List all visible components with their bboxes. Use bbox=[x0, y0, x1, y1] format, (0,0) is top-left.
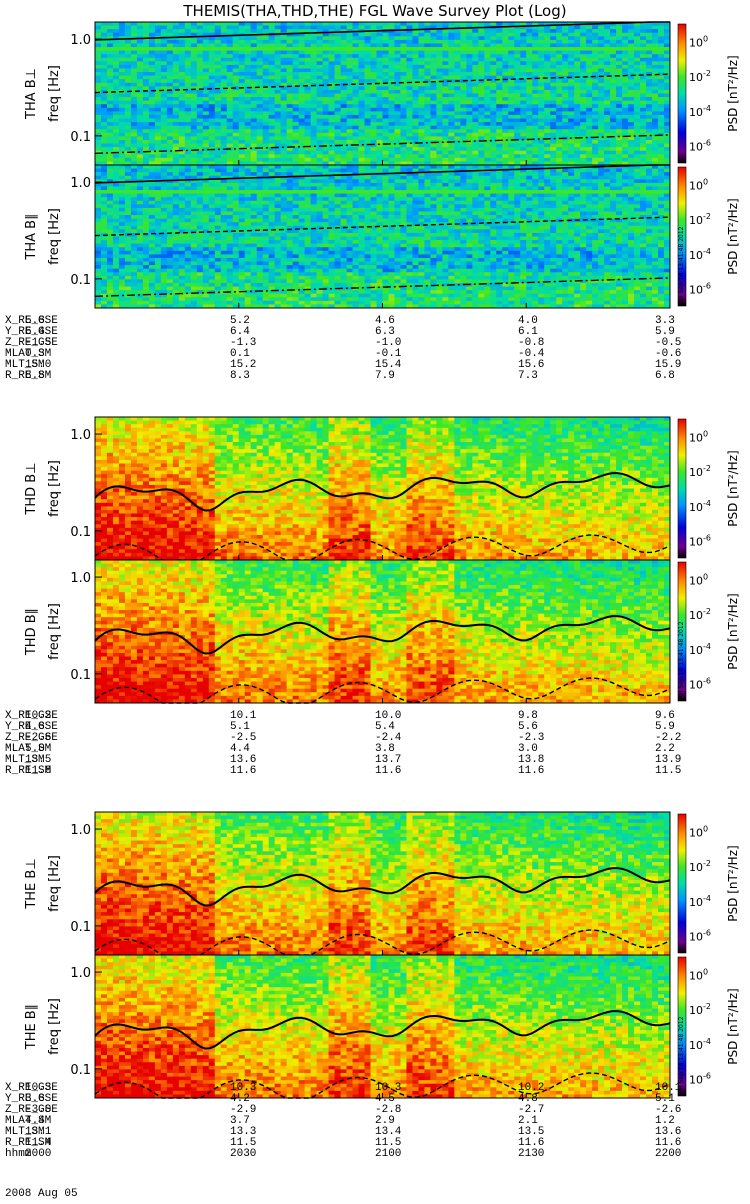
colorbar-tick-label: 100 bbox=[689, 967, 708, 982]
colorbar-label: PSD [nT²/Hz] bbox=[726, 198, 740, 274]
y-axis-label: freq [Hz] bbox=[47, 998, 62, 1055]
probe-group-thd: 1.0 0.1 THD B⊥ freq [Hz] 100 10-2 10-4 10-6 PSD … bbox=[5, 417, 740, 777]
y-tick-label: 1.0 bbox=[70, 823, 91, 838]
panel-label: THE B⊥ bbox=[24, 858, 39, 909]
plot-date: 2008 Aug 05 bbox=[5, 1188, 78, 1200]
y-tick-label: 0.1 bbox=[70, 668, 91, 683]
colorbar-tick-label: 10-4 bbox=[689, 247, 711, 262]
colorbar-label: PSD [nT²/Hz] bbox=[726, 988, 740, 1064]
colorbar-tick-label: 10-6 bbox=[689, 677, 711, 692]
spectrogram-panel: 1.0 0.1 THE B⊥ freq [Hz] 100 10-2 10-4 10-6 PSD … bbox=[24, 812, 740, 956]
colorbar-label: PSD [nT²/Hz] bbox=[726, 845, 740, 921]
ephemeris-value: 7.9 bbox=[375, 370, 395, 382]
heatmap-cells bbox=[95, 22, 671, 166]
chart-title: THEMIS(THA,THD,THE) FGL Wave Survey Plot… bbox=[182, 2, 566, 20]
colorbar-tick-label: 10-6 bbox=[689, 139, 711, 154]
colorbar-tick-label: 100 bbox=[689, 34, 708, 49]
y-tick-label: 0.1 bbox=[70, 920, 91, 935]
heatmap-cells bbox=[95, 560, 671, 704]
y-tick-label: 1.0 bbox=[70, 33, 91, 48]
spectrogram-panel: 1.0 0.1 THE B∥ freq [Hz] 100 10-2 10-4 10-6 PSD … bbox=[24, 955, 740, 1099]
spectrogram-panel: 1.0 0.1 THA B⊥ freq [Hz] 100 10-2 10-4 10-6 PSD … bbox=[24, 22, 740, 166]
y-axis-label: freq [Hz] bbox=[47, 460, 62, 517]
colorbar-label: PSD [nT²/Hz] bbox=[726, 55, 740, 131]
probe-group-the: 1.0 0.1 THE B⊥ freq [Hz] 100 10-2 10-4 10-6 PSD … bbox=[5, 812, 740, 1160]
colorbar-tick-label: 100 bbox=[689, 572, 708, 587]
ephemeris-value: 2000 bbox=[25, 1148, 51, 1160]
heatmap-cells bbox=[95, 417, 671, 561]
y-axis-label: freq [Hz] bbox=[47, 208, 62, 265]
y-tick-label: 1.0 bbox=[70, 966, 91, 981]
y-tick-label: 0.1 bbox=[70, 130, 91, 145]
colorbar-tick-label: 10-2 bbox=[689, 212, 711, 227]
ephemeris-value: 11.6 bbox=[375, 765, 401, 777]
ephemeris-value: 7.3 bbox=[518, 370, 538, 382]
colorbar-tick-label: 100 bbox=[689, 824, 708, 839]
colorbar-tick-label: 10-2 bbox=[689, 464, 711, 479]
colorbar-tick-label: 10-2 bbox=[689, 1002, 711, 1017]
ephemeris-value: 2100 bbox=[375, 1148, 401, 1160]
colorbar-label: PSD [nT²/Hz] bbox=[726, 593, 740, 669]
ephemeris-value: 2130 bbox=[518, 1148, 544, 1160]
colorbar-tick-label: 10-2 bbox=[689, 69, 711, 84]
y-tick-label: 1.0 bbox=[70, 176, 91, 191]
y-tick-label: 0.1 bbox=[70, 525, 91, 540]
ephemeris-value: 11.5 bbox=[655, 765, 681, 777]
colorbar-tick-label: 10-4 bbox=[689, 642, 711, 657]
spectrogram-panel: 1.0 0.1 THA B∥ freq [Hz] 100 10-2 10-4 10-6 PSD … bbox=[24, 165, 740, 309]
colorbar-tick-label: 10-4 bbox=[689, 1037, 711, 1052]
colorbar-tick-label: 10-6 bbox=[689, 929, 711, 944]
panel-label: THA B⊥ bbox=[24, 68, 39, 120]
y-axis-label: freq [Hz] bbox=[47, 603, 62, 660]
colorbar-tick-label: 10-2 bbox=[689, 607, 711, 622]
colorbar-tick-label: 10-4 bbox=[689, 894, 711, 909]
ephemeris-value: 11.6 bbox=[518, 765, 544, 777]
spectrogram-panel: 1.0 0.1 THD B∥ freq [Hz] 100 10-2 10-4 10-6 PSD … bbox=[24, 560, 740, 704]
colorbar-tick-label: 100 bbox=[689, 177, 708, 192]
heatmap-cells bbox=[95, 165, 671, 309]
y-tick-label: 0.1 bbox=[70, 1063, 91, 1078]
y-tick-label: 1.0 bbox=[70, 428, 91, 443]
panel-label: THE B∥ bbox=[24, 1004, 39, 1050]
y-tick-label: 0.1 bbox=[70, 273, 91, 288]
colorbar bbox=[678, 814, 686, 953]
colorbar-tick-label: 100 bbox=[689, 429, 708, 444]
colorbar bbox=[678, 24, 686, 163]
heatmap-cells bbox=[95, 812, 671, 956]
panel-label: THD B∥ bbox=[24, 608, 39, 656]
heatmap-cells bbox=[95, 955, 671, 1099]
ephemeris-value: 11.6 bbox=[230, 765, 256, 777]
colorbar-tick-label: 10-6 bbox=[689, 1072, 711, 1087]
spectrogram-panel: 1.0 0.1 THD B⊥ freq [Hz] 100 10-2 10-4 10-6 PSD … bbox=[24, 417, 740, 561]
y-tick-label: 1.0 bbox=[70, 571, 91, 586]
panel-label: THA B∥ bbox=[24, 213, 39, 260]
ephemeris-value: 2200 bbox=[655, 1148, 681, 1160]
colorbar bbox=[678, 419, 686, 558]
ephemeris-value: 6.8 bbox=[655, 370, 675, 382]
colorbar-tick-label: 10-2 bbox=[689, 859, 711, 874]
ephemeris-value: 8.8 bbox=[25, 370, 45, 382]
probe-group-tha: 1.0 0.1 THA B⊥ freq [Hz] 100 10-2 10-4 10-6 PSD … bbox=[5, 22, 740, 382]
colorbar-tick-label: 10-4 bbox=[689, 499, 711, 514]
ephemeris-value: 11.6 bbox=[25, 765, 51, 777]
y-axis-label: freq [Hz] bbox=[47, 855, 62, 912]
panel-label: THD B⊥ bbox=[24, 462, 39, 515]
colorbar-label: PSD [nT²/Hz] bbox=[726, 450, 740, 526]
creation-stamp: RH Sep 14 13:41:48 2012 bbox=[678, 226, 685, 304]
y-axis-label: freq [Hz] bbox=[47, 65, 62, 122]
colorbar-tick-label: 10-6 bbox=[689, 282, 711, 297]
colorbar-tick-label: 10-6 bbox=[689, 534, 711, 549]
creation-stamp: RH Sep 14 13:41:48 2012 bbox=[678, 621, 685, 699]
ephemeris-value: 2030 bbox=[230, 1148, 256, 1160]
ephemeris-value: 8.3 bbox=[230, 370, 250, 382]
colorbar-tick-label: 10-4 bbox=[689, 104, 711, 119]
